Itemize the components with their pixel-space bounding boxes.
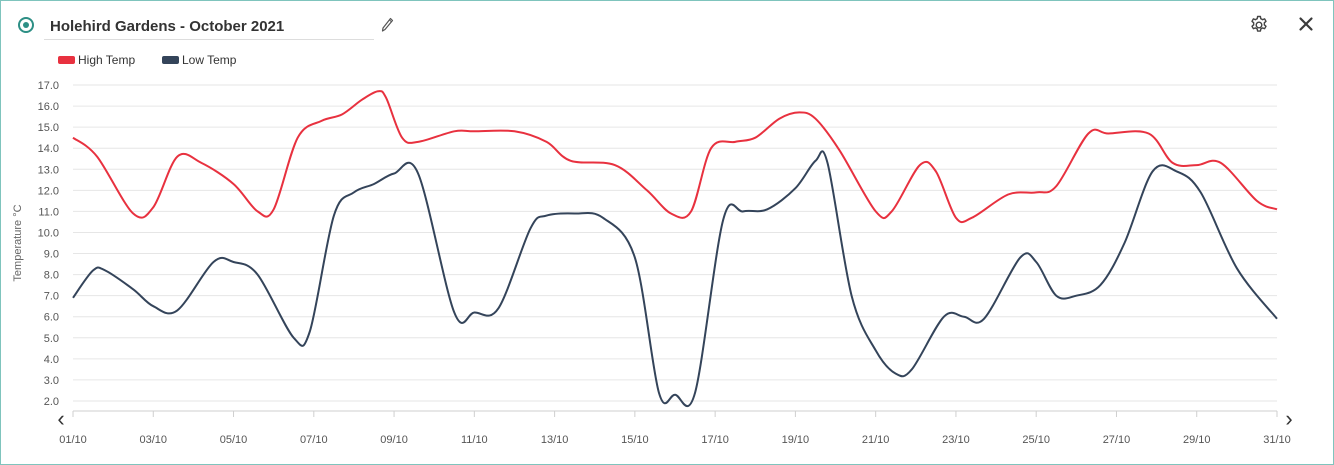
x-tick-label: 23/10: [942, 434, 970, 446]
x-tick-label: 13/10: [541, 434, 569, 446]
x-tick-label: 25/10: [1022, 434, 1050, 446]
panel-header: Holehird Gardens - October 2021: [1, 1, 1333, 49]
y-axis-label: Temperature °C: [12, 204, 24, 281]
x-tick-label: 07/10: [300, 434, 328, 446]
line-chart: 2.0 3.0 4.0 5.0 6.0 7.0 8.0 9.0 10.0 11.0 12.0 13.0…: [12, 80, 1293, 446]
y-tick-label: 4.0: [44, 354, 59, 366]
y-tick-label: 12.0: [38, 185, 59, 197]
y-tick-label: 14.0: [38, 143, 59, 155]
y-tick-label: 15.0: [38, 122, 59, 134]
legend-item-high[interactable]: High Temp: [58, 53, 135, 67]
legend-item-low[interactable]: Low Temp: [162, 53, 236, 67]
x-tick-label: 19/10: [782, 434, 810, 446]
pencil-icon[interactable]: [379, 16, 395, 34]
x-tick-label: 11/10: [461, 434, 488, 446]
x-tick-label: 27/10: [1103, 434, 1131, 446]
y-tick-label: 16.0: [38, 101, 59, 113]
y-tick-label: 2.0: [44, 396, 59, 408]
y-tick-label: 7.0: [44, 291, 59, 303]
x-tick-label: 21/10: [862, 434, 890, 446]
y-tick-label: 13.0: [38, 164, 59, 176]
y-tick-label: 3.0: [44, 375, 59, 387]
x-tick-label: 03/10: [140, 434, 168, 446]
legend-swatch-low: [162, 56, 179, 64]
y-tick-label: 17.0: [38, 80, 59, 92]
x-tick-label: 09/10: [380, 434, 408, 446]
legend-label-high: High Temp: [78, 53, 136, 67]
y-tick-labels: 2.0 3.0 4.0 5.0 6.0 7.0 8.0 9.0 10.0 11.0 12.0 13.0…: [38, 80, 59, 408]
x-tick-label: 01/10: [59, 434, 87, 446]
page-title: Holehird Gardens - October 2021: [50, 18, 285, 35]
x-tick-label: 29/10: [1183, 434, 1211, 446]
gear-icon[interactable]: [1249, 15, 1269, 35]
title-underline: [44, 39, 374, 40]
y-tick-label: 6.0: [44, 312, 59, 324]
series-lines: [72, 90, 1278, 408]
prev-arrow-button[interactable]: ‹: [57, 406, 64, 431]
y-tick-label: 8.0: [44, 270, 59, 282]
select-radio[interactable]: [18, 17, 34, 33]
radio-dot: [23, 22, 29, 28]
y-tick-label: 10.0: [38, 227, 59, 239]
x-tick-label: 17/10: [701, 434, 729, 446]
next-arrow-button[interactable]: ›: [1285, 406, 1292, 431]
y-tick-label: 9.0: [44, 249, 59, 261]
y-tick-label: 5.0: [44, 333, 59, 345]
y-tick-label: 11.0: [38, 206, 59, 218]
close-icon[interactable]: [1297, 15, 1315, 33]
grid-lines: [73, 84, 1277, 402]
series-line-high-temp[interactable]: [72, 90, 1278, 224]
x-tick-label: 15/10: [621, 434, 649, 446]
x-tick-label: 05/10: [220, 434, 248, 446]
series-line-low-temp[interactable]: [72, 150, 1278, 408]
legend-swatch-high: [58, 56, 75, 64]
legend-label-low: Low Temp: [182, 53, 237, 67]
x-axis: 01/10 03/10 05/10 07/10 09/10 11/10 13/10 15/10…: [59, 410, 1291, 446]
x-tick-label: 31/10: [1263, 434, 1291, 446]
